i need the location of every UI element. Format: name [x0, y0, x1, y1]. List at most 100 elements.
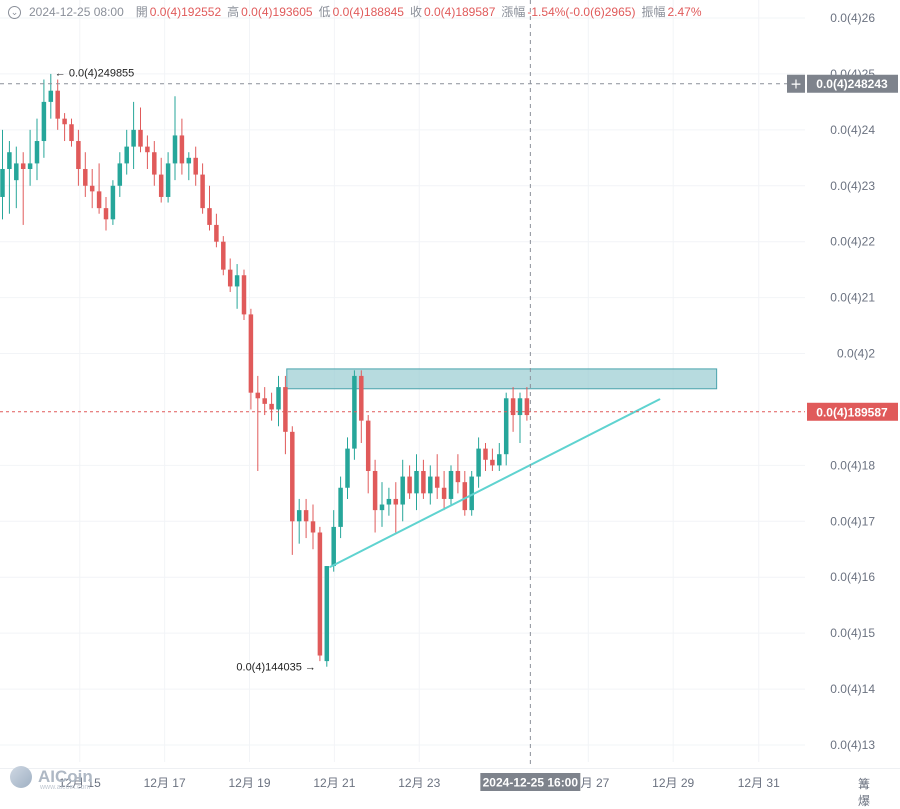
candle-body	[89, 185, 95, 192]
candle	[158, 157, 164, 203]
candle	[345, 437, 350, 499]
candle-body	[331, 526, 336, 567]
candle	[83, 152, 88, 197]
candle-body	[193, 157, 198, 175]
candle-body	[393, 498, 399, 505]
candle	[172, 96, 178, 181]
resistance-zone-rect[interactable]	[286, 368, 718, 390]
amplitude-label: 振幅	[641, 5, 666, 19]
candle-body	[359, 375, 364, 421]
candle-body	[76, 141, 81, 169]
candle	[372, 459, 378, 533]
candle-body	[131, 129, 136, 147]
price-axis[interactable]: 0.0(4)260.0(4)250.0(4)240.0(4)230.0(4)22…	[830, 11, 875, 752]
ascending-trendline[interactable]	[329, 398, 661, 568]
y-tick-label: 0.0(4)16	[830, 570, 875, 584]
candle	[69, 118, 74, 147]
candle	[207, 185, 212, 231]
candle-body	[172, 135, 178, 164]
candle	[248, 308, 254, 410]
candle	[448, 465, 454, 505]
candle-body	[476, 448, 481, 477]
low-value: 0.0(4)188845	[332, 5, 404, 19]
plus-button[interactable]	[787, 74, 805, 93]
candle-body	[27, 163, 33, 169]
aicoin-watermark: AICoin www.aicoin.com	[10, 766, 93, 791]
candle	[331, 510, 336, 572]
candle	[365, 415, 371, 494]
candle-body	[490, 459, 495, 466]
candle	[62, 113, 67, 142]
resistance-zone[interactable]	[286, 368, 718, 390]
candle-body	[434, 476, 440, 488]
candle	[193, 146, 198, 186]
plus-icon[interactable]: +	[790, 77, 802, 93]
candle-body	[441, 487, 447, 499]
candle	[283, 375, 288, 455]
candle-body	[276, 387, 281, 410]
candle-body	[524, 398, 530, 416]
candle	[96, 163, 102, 214]
candle	[7, 141, 12, 214]
candle	[234, 264, 240, 309]
candle	[497, 443, 502, 471]
candle-body	[338, 487, 343, 527]
candle	[27, 129, 33, 186]
candle-body	[517, 398, 523, 416]
candle-body	[117, 163, 123, 186]
candles	[0, 73, 530, 667]
crosshair-time-badge	[480, 773, 581, 791]
y-tick-label: 0.0(4)13	[830, 738, 875, 752]
candle-body	[145, 146, 150, 153]
candle-body	[283, 387, 288, 432]
candle-body	[186, 157, 192, 164]
candle-body	[462, 482, 468, 511]
candle	[524, 387, 530, 421]
candle-body	[386, 498, 392, 505]
candle	[462, 470, 468, 516]
candle-body	[96, 191, 102, 209]
trendline[interactable]	[329, 398, 661, 568]
y-tick-label: 0.0(4)21	[830, 291, 875, 305]
watermark-brand: AICoin	[38, 767, 93, 786]
candle	[276, 375, 281, 427]
candle	[110, 180, 116, 225]
candle-body	[448, 470, 454, 499]
candle	[138, 107, 143, 153]
candle-body	[234, 275, 240, 287]
candle	[179, 118, 185, 175]
candle-body	[34, 141, 40, 164]
candle	[165, 152, 171, 203]
crosshair-time-label: 2024-12-25 16:00	[483, 776, 579, 790]
candle-body	[179, 135, 185, 164]
candle-body	[41, 101, 47, 142]
candle	[214, 213, 219, 248]
corner-tool-icons[interactable]: 篝 爆	[858, 777, 877, 808]
reference-lines	[0, 0, 805, 768]
y-tick-label: 0.0(4)18	[830, 458, 875, 472]
open-value: 0.0(4)192552	[149, 5, 222, 19]
candle-body	[152, 152, 157, 175]
ohlc-info-bar: ⌄ 2024-12-25 08:00 開 0.0(4)192552 高 0.0(…	[8, 3, 702, 21]
candle	[103, 196, 109, 231]
last-price-badge	[807, 402, 898, 421]
y-tick-label: 0.0(4)15	[830, 626, 875, 640]
candle	[0, 129, 5, 220]
candle-body	[262, 398, 267, 404]
candle	[262, 387, 267, 416]
candle	[131, 101, 136, 169]
candle-body	[83, 168, 88, 186]
candle-body	[207, 208, 212, 225]
time-axis[interactable]: 12月 15 12月 17 12月 19 12月 21 12月 23 12月 27 12月 …	[59, 776, 780, 790]
candle-body	[345, 448, 350, 488]
candle	[441, 470, 447, 511]
candle	[269, 392, 274, 421]
last-price-label: 0.0(4)189587	[816, 405, 888, 419]
candle	[386, 487, 392, 516]
candle-body	[365, 420, 371, 471]
candle	[255, 375, 261, 471]
candle-body	[0, 168, 5, 197]
chevron-down-icon[interactable]: ⌄	[8, 5, 21, 19]
x-tick-label: 12月 23	[398, 776, 440, 790]
